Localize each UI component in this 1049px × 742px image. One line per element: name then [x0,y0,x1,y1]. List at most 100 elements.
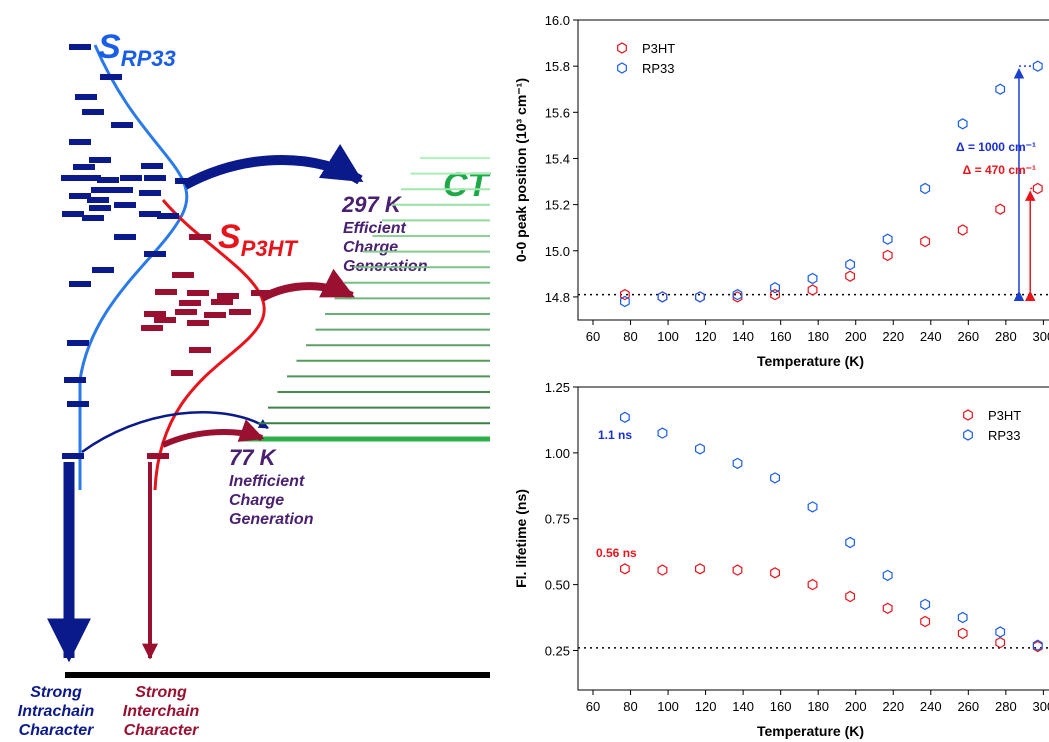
rp33-level [69,281,91,287]
rp33-level [97,177,119,183]
p3ht-level [144,311,166,317]
p3ht-level [211,299,233,305]
rp33-level [114,234,136,240]
low-t-red-arrow [161,419,265,448]
y-tick-label: 0.75 [545,512,570,527]
subscript: RP33 [121,46,176,71]
diagram: SRP33 SP3HT CT 297 K Efficient Charge Ge… [18,28,492,739]
x-tick-label: 60 [586,329,600,344]
y-tick-label: 15.8 [545,59,570,74]
legend-marker [617,42,627,54]
annotation: Δ = 470 cm⁻¹ [963,163,1036,177]
rp33-level [144,175,166,181]
data-point [957,118,968,130]
legend-label: P3HT [988,408,1021,423]
data-point [845,270,856,282]
x-tick-label: 180 [807,329,829,344]
data-point [1032,639,1043,651]
p3ht-level [179,300,201,306]
x-tick-label: 240 [920,699,942,714]
s-rp33-label: SRP33 [98,28,176,71]
y-tick-label: 14.8 [545,290,570,305]
data-point [882,602,893,614]
x-tick-label: 120 [695,329,717,344]
rp33-level [69,44,91,50]
y-tick-label: 15.4 [545,151,570,166]
x-tick-label: 260 [957,329,979,344]
data-point [694,443,705,455]
x-tick-label: 160 [770,699,792,714]
rp33-level [141,163,163,169]
p3ht-level [229,309,251,315]
p3ht-level [172,272,194,278]
y-tick-label: 1.25 [545,380,570,395]
data-point [995,636,1006,649]
y-tick-label: 0.25 [545,643,570,658]
y-tick-label: 1.00 [545,446,570,461]
data-point [807,284,818,296]
data-point [957,611,968,624]
data-point [1032,60,1043,72]
x-tick-label: 140 [732,699,754,714]
rp33-level [73,164,95,170]
data-point [845,258,856,271]
data-point [920,598,931,611]
x-tick-label: 100 [657,329,679,344]
data-point [770,288,781,301]
x-tick-label: 220 [882,329,904,344]
symbol: S [98,28,121,66]
data-point [619,411,630,423]
data-point [694,563,705,575]
rp33-level [89,157,111,163]
high-t-blue-arrow [182,143,364,190]
y-tick-label: 15.0 [545,244,570,259]
annotation: 0.56 ns [596,546,637,560]
legend-marker [617,62,627,74]
data-point [770,472,781,484]
rp33-level [62,211,84,217]
rp33-level [82,109,104,115]
data-point [1032,182,1043,195]
data-point [657,427,668,439]
y-axis-title: Fl. lifetime (ns) [513,489,529,588]
rp33-level [144,251,166,257]
data-point [845,590,856,603]
intrachain-label: Strong [30,684,82,701]
p3ht-level [187,290,209,296]
data-point [657,564,668,576]
symbol: S [218,218,241,256]
rp33-level [111,187,133,193]
s-p3ht-label: SP3HT [218,218,298,261]
rp33-level [157,213,179,219]
data-point [694,291,705,303]
rp33-level [67,401,89,407]
data-point [770,282,781,294]
data-point [957,224,968,236]
rp33-level [114,202,136,208]
data-point [807,501,818,513]
p3ht-level [171,370,193,376]
plot-frame [577,386,1049,691]
data-point [882,249,893,262]
data-point [882,569,893,582]
p3ht-level [155,289,177,295]
x-tick-label: 240 [920,329,942,344]
low-t-line: Inefficient [229,473,305,490]
x-tick-label: 200 [845,329,867,344]
data-point [920,182,931,195]
legend-marker [963,429,973,441]
low-t-temperature: 77 K [229,445,278,470]
interchain-label: Strong [135,684,187,701]
x-tick-label: 260 [957,699,979,714]
rp33-level [89,205,111,211]
legend-label: RP33 [988,428,1021,443]
legend-label: RP33 [642,61,675,76]
interchain-label: Character [124,722,199,739]
high-t-line: Efficient [343,220,407,237]
x-axis-title: Temperature (K) [757,353,864,369]
data-point [807,272,818,285]
x-tick-label: 160 [770,329,792,344]
p3ht-level [251,290,273,296]
rp33-level [69,139,91,145]
